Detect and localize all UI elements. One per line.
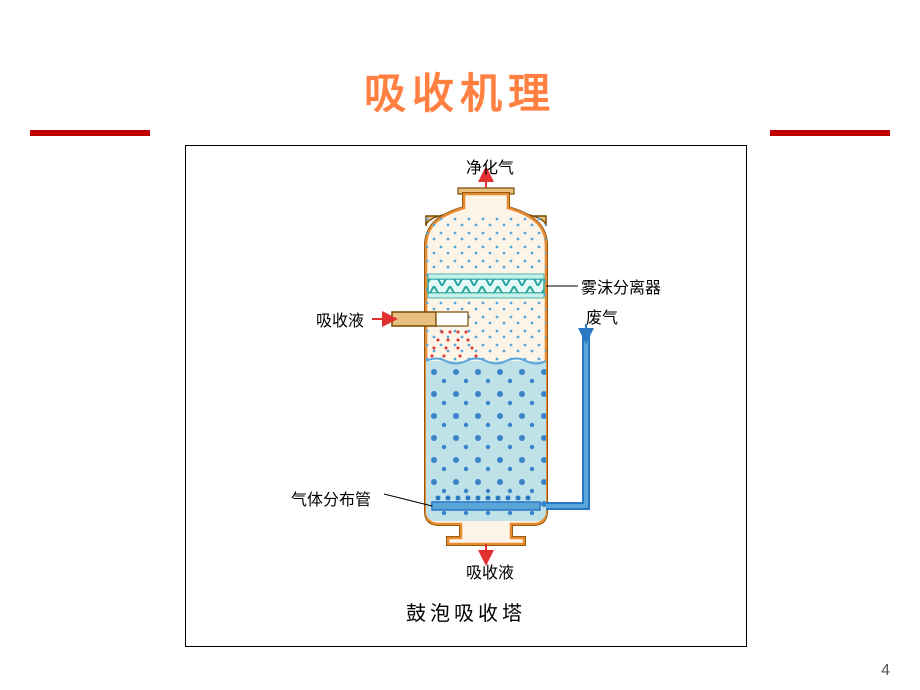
diagram-caption: 鼓泡吸收塔 bbox=[186, 597, 746, 626]
spray-head bbox=[436, 312, 468, 326]
label-purified-gas: 净化气 bbox=[466, 154, 514, 178]
accent-line-left bbox=[30, 130, 150, 136]
label-gas-distributor: 气体分布管 bbox=[291, 486, 371, 510]
page-title: 吸收机理 bbox=[0, 60, 920, 121]
mist-separator bbox=[428, 279, 544, 293]
label-waste-gas: 废气 bbox=[586, 304, 618, 328]
accent-line-right bbox=[770, 130, 890, 136]
separator-bottom-band bbox=[428, 293, 544, 298]
waste-gas-pipe bbox=[546, 331, 586, 506]
separator-top-band bbox=[428, 274, 544, 279]
label-liquid-out: 吸收液 bbox=[466, 559, 514, 583]
liquid-inlet-pipe bbox=[392, 312, 436, 326]
page-number: 4 bbox=[881, 662, 890, 680]
waste-gas-pipe-inner bbox=[546, 331, 586, 506]
label-mist-separator: 雾沫分离器 bbox=[581, 274, 661, 298]
gas-distributor-pipe bbox=[432, 502, 540, 510]
diagram-frame: 净化气 雾沫分离器 吸收液 废气 气体分布管 吸收液 鼓泡吸收塔 bbox=[185, 145, 747, 647]
label-liquid-in: 吸收液 bbox=[316, 307, 364, 331]
